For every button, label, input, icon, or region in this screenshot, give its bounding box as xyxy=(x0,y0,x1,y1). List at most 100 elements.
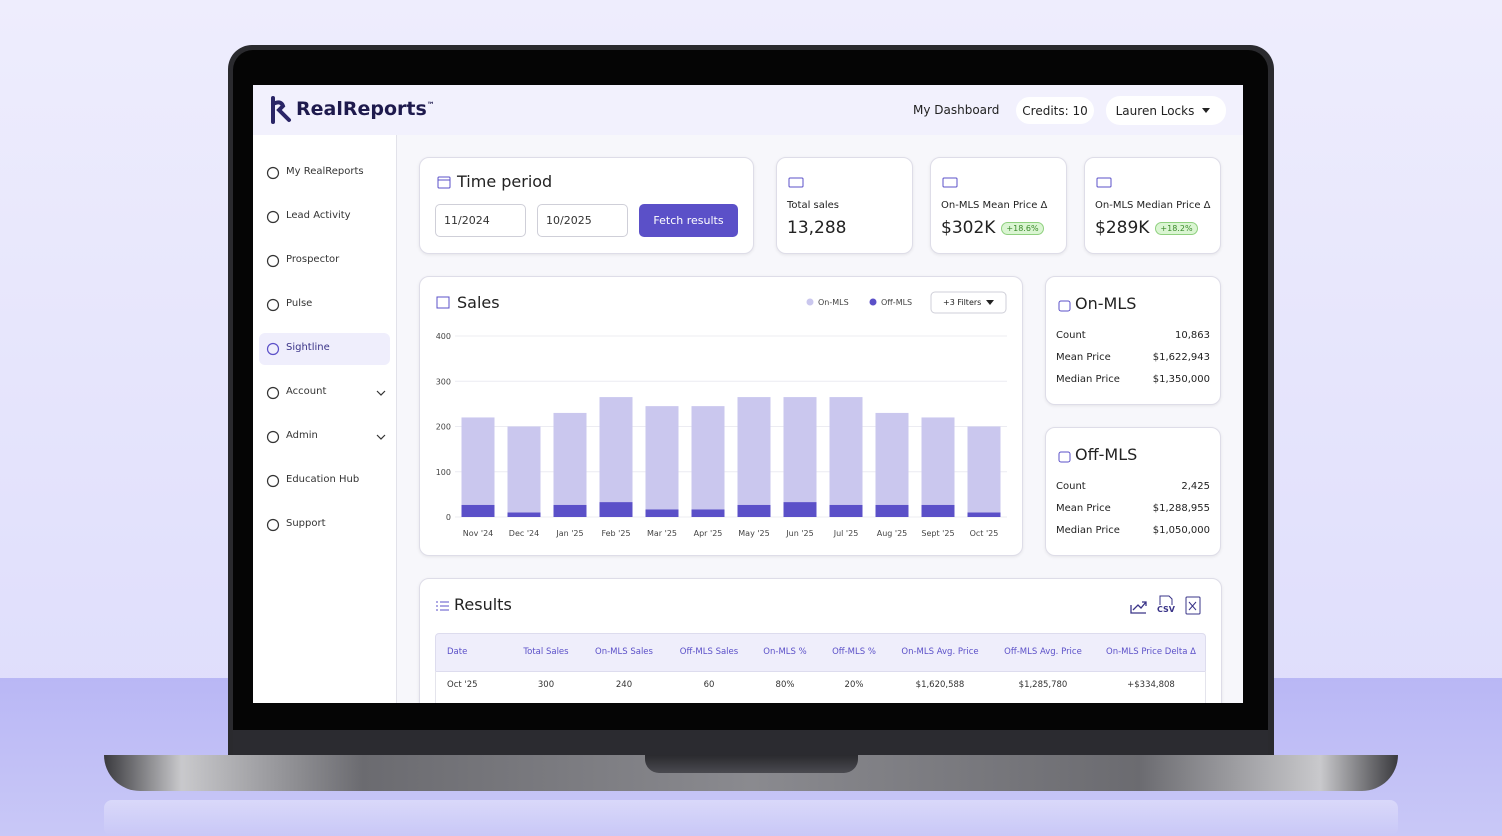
sidebar-label: Sightline xyxy=(286,342,330,353)
icon-shape xyxy=(942,177,958,188)
bar-segment xyxy=(737,397,771,505)
sidebar-active xyxy=(259,333,390,365)
mls-card: Off-MLS Count 2,425 Mean Price $1,288,955 Med… xyxy=(1045,427,1221,556)
mls-row-label: Median Price xyxy=(1056,525,1120,536)
stat-number: $302K xyxy=(941,218,996,238)
stat-number: 13,288 xyxy=(787,218,847,238)
fetch-button[interactable]: Fetch results xyxy=(639,204,738,237)
sidebar-item[interactable]: My RealReports xyxy=(263,163,388,183)
stat-icon xyxy=(1096,177,1112,188)
sales-chart: Sales 0 100 200 300 400 On-MLS Off-MLS +3 Filter… xyxy=(436,291,1007,538)
legend-label: On-MLS xyxy=(818,298,849,307)
column-header: Total Sales xyxy=(523,647,569,657)
icon-shape xyxy=(266,166,280,180)
end-input[interactable]: 10/2025 xyxy=(537,204,628,237)
sidebar-item[interactable]: Admin xyxy=(263,427,388,447)
chevron-path xyxy=(376,434,386,440)
icon-shape xyxy=(1058,300,1071,312)
x-tick-label: Nov '24 xyxy=(463,529,494,538)
table-cell: 20% xyxy=(844,680,864,690)
mls-card: On-MLS Count 10,863 Mean Price $1,622,943 Med… xyxy=(1045,276,1221,405)
table-cell: $1,620,588 xyxy=(915,680,965,690)
user-menu[interactable]: Lauren Locks xyxy=(1106,96,1226,125)
icon-shape xyxy=(1096,177,1112,188)
screen: RealReports™ My Dashboard Credits: 10 La… xyxy=(253,85,1243,703)
sidebar xyxy=(253,135,397,703)
y-tick-label: 300 xyxy=(436,377,451,386)
bar-segment xyxy=(829,397,863,505)
bar-segment xyxy=(921,417,955,505)
sidebar-item[interactable]: Sightline xyxy=(263,339,388,359)
stat-card: On-MLS Mean Price Δ $302K +18.6% xyxy=(930,157,1067,254)
x-tick-label: Apr '25 xyxy=(694,529,723,538)
chevron-path xyxy=(376,390,386,396)
x-tick-label: Oct '25 xyxy=(970,529,999,538)
sidebar-item[interactable]: Pulse xyxy=(263,295,388,315)
x-tick-label: Jan '25 xyxy=(555,529,583,538)
sidebar-label: Support xyxy=(286,518,326,529)
x-tick-label: Dec '24 xyxy=(509,529,539,538)
chart-export-icon[interactable] xyxy=(1129,597,1149,615)
results-card: Results CSV Date Total Sales On-MLS Sales O… xyxy=(419,578,1222,703)
stat-card: Total sales 13,288 xyxy=(776,157,913,254)
nav-link[interactable]: My Dashboard xyxy=(913,103,1000,117)
filter-button[interactable] xyxy=(930,291,1007,314)
icon-shape xyxy=(266,210,280,224)
sidebar-item[interactable]: Account xyxy=(263,383,388,403)
sidebar-item[interactable]: Education Hub xyxy=(263,471,388,491)
mls-row-value: $1,288,955 xyxy=(1152,503,1210,514)
stat-label: On-MLS Mean Price Δ xyxy=(941,200,1048,211)
sidebar-icon xyxy=(266,298,280,312)
csv-label: CSV xyxy=(1157,605,1175,614)
icon-shape xyxy=(1058,451,1071,463)
mls-row-label: Median Price xyxy=(1056,374,1120,385)
table-header xyxy=(435,633,1206,672)
sidebar-item[interactable]: Support xyxy=(263,515,388,535)
icon-shape xyxy=(266,298,280,312)
column-header: Date xyxy=(447,647,468,657)
bar-segment xyxy=(507,426,541,513)
bezel-bottom xyxy=(233,730,1268,755)
bar-segment xyxy=(875,504,909,517)
stat-label: Total sales xyxy=(787,200,840,211)
bar-segment xyxy=(829,504,863,517)
mls-title: On-MLS xyxy=(1075,294,1137,313)
x-tick-label: Mar '25 xyxy=(647,529,677,538)
sidebar-label: Pulse xyxy=(286,298,313,309)
table-cell: 300 xyxy=(537,680,555,690)
legend-label: Off-MLS xyxy=(881,298,912,307)
bar-segment xyxy=(461,417,495,505)
sidebar-label: Lead Activity xyxy=(286,210,351,221)
stat-value: $289K +18.2% xyxy=(1095,218,1198,238)
table-cell: $1,285,780 xyxy=(1018,680,1068,690)
stat-label: On-MLS Median Price Δ xyxy=(1095,200,1211,211)
csv-icon[interactable]: CSV xyxy=(1156,595,1176,615)
column-header: Off-MLS Avg. Price xyxy=(1004,647,1082,657)
sidebar-label: Admin xyxy=(286,430,318,441)
icon-shape xyxy=(266,342,280,356)
table-cell: Oct '25 xyxy=(447,680,478,690)
x-tick-label: Feb '25 xyxy=(601,529,630,538)
start-input[interactable]: 11/2024 xyxy=(435,204,526,237)
credits: Credits: 10 xyxy=(1016,97,1094,124)
mls-row-label: Count xyxy=(1056,481,1086,492)
mls-row-label: Count xyxy=(1056,330,1086,341)
x-tick-label: Jun '25 xyxy=(785,529,813,538)
excel-icon[interactable] xyxy=(1184,596,1202,615)
column-header: Off-MLS % xyxy=(832,647,876,657)
icon-shape xyxy=(266,474,280,488)
notch xyxy=(645,755,858,773)
bar-segment xyxy=(645,509,679,517)
x-tick-label: Jul '25 xyxy=(833,529,859,538)
bar-segment xyxy=(599,397,633,503)
chart-icon xyxy=(436,296,450,309)
card-title: Time period xyxy=(457,172,553,191)
trademark: ™ xyxy=(426,100,435,110)
sidebar-item[interactable]: Lead Activity xyxy=(263,207,388,227)
x-tick-label: Aug '25 xyxy=(877,529,908,538)
bar-segment xyxy=(691,509,725,517)
sidebar-item[interactable]: Prospector xyxy=(263,251,388,271)
y-tick-label: 100 xyxy=(436,468,451,477)
chevron xyxy=(376,434,386,440)
sidebar-label: Account xyxy=(286,386,327,397)
